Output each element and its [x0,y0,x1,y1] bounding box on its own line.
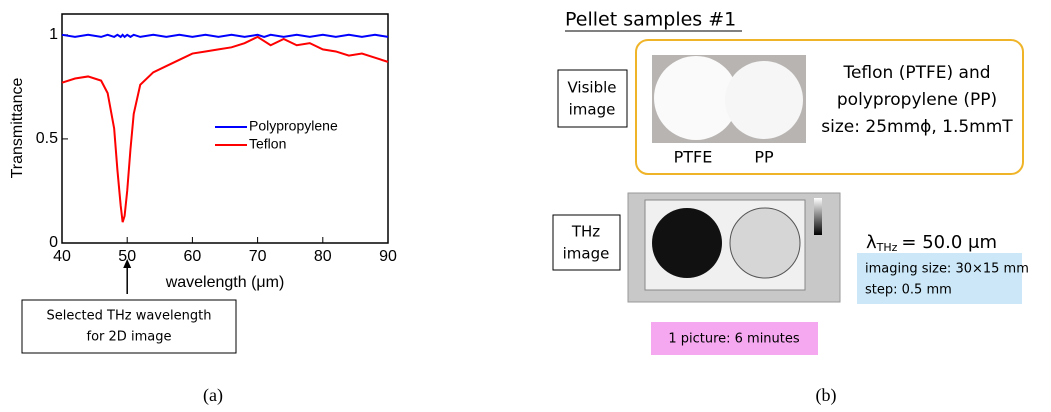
description: size: 25mmϕ, 1.5mmT [821,117,1013,137]
panel-label: (b) [816,385,837,406]
annotation-text: for 2D image [87,330,172,345]
annotation-text: Selected THz wavelength [47,309,212,324]
ptfe-pellet [654,56,738,140]
value: = 50.0 μm [901,232,997,253]
y-tick-label: 0.5 [36,130,58,147]
label-text: Visible [568,79,617,97]
plot-frame [61,13,389,244]
series-line [61,33,389,39]
legend-label: Teflon [249,136,286,152]
info-text: imaging size: 30×15 mm [865,262,1029,277]
subscript: THz [876,241,898,254]
symbol: λ [866,232,877,253]
pp-thz [729,207,801,279]
y-tick-label: 1 [49,26,58,43]
y-tick-label: 0 [49,234,58,251]
info-text: step: 0.5 mm [865,283,952,298]
x-tick-label: 40 [53,248,71,265]
label-box [557,69,628,128]
panel-label: (a) [203,385,223,406]
caption: PTFE [674,148,713,167]
pp-pellet [725,61,803,139]
time-note: 1 picture: 6 minutes [668,332,800,347]
caption: PP [754,148,774,167]
arrow-head [123,259,132,268]
series-line [61,35,389,223]
info-box [857,253,1022,304]
label-text: image [569,101,616,119]
x-tick-label: 90 [379,248,397,265]
label-text: image [563,245,610,263]
x-axis-label: wavelength (μm) [165,274,285,291]
annotation-box [21,299,237,354]
description: Teflon (PTFE) and [842,63,990,83]
legend-label: Polypropylene [249,118,338,134]
description: polypropylene (PP) [837,90,997,110]
wavelength: λTHz = 50.0 μm [866,232,997,254]
section-title: Pellet samples #1 [565,9,736,31]
x-tick-label: 80 [314,248,332,265]
x-tick-label: 50 [118,248,136,265]
colorbar [814,198,822,235]
label-box [552,214,621,271]
time-box [651,322,818,355]
x-tick-label: 70 [249,248,267,265]
label-text: THz [571,223,600,241]
ptfe-thz [652,208,722,278]
y-axis-label: Transmittance [9,78,26,179]
x-tick-label: 60 [184,248,202,265]
